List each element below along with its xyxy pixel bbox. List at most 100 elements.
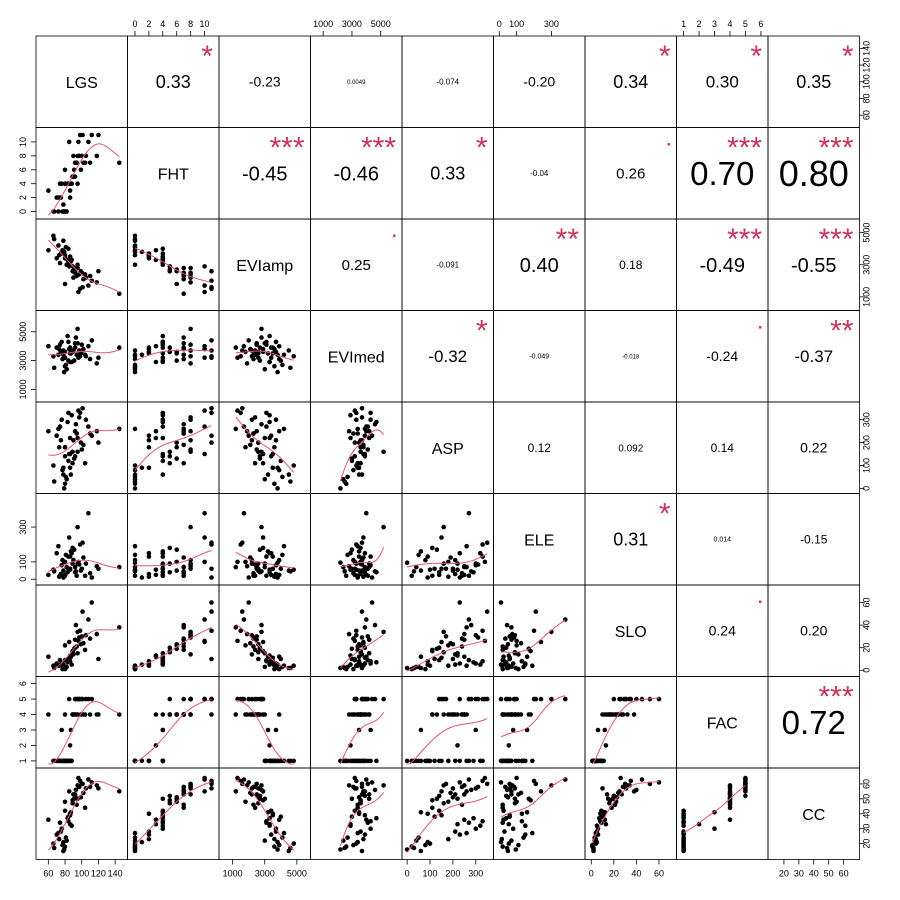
tick-label: 80 [60, 869, 70, 879]
data-point [174, 568, 179, 573]
data-point [727, 802, 733, 808]
data-point [533, 609, 539, 614]
data-point [358, 449, 363, 455]
data-point [259, 783, 264, 788]
data-point [430, 805, 435, 811]
data-point [117, 291, 122, 297]
data-point [452, 829, 458, 834]
data-point [174, 444, 179, 450]
tick-label: 3000 [18, 351, 28, 371]
data-point [602, 727, 608, 733]
data-point [82, 573, 88, 579]
data-point [174, 712, 179, 717]
smooth-line [591, 697, 660, 765]
data-point [188, 783, 193, 788]
data-point [54, 832, 59, 837]
data-point [362, 451, 368, 457]
smooth-line [500, 695, 566, 738]
data-point [473, 633, 479, 638]
data-point [503, 815, 509, 821]
data-point [538, 696, 544, 702]
tick-label: 300 [544, 19, 559, 29]
tick-label: 0 [18, 209, 28, 214]
data-point [510, 661, 516, 666]
data-point [416, 758, 421, 764]
data-point [72, 792, 78, 797]
data-point [260, 460, 266, 466]
data-point [209, 786, 214, 791]
data-point [349, 646, 355, 652]
data-point [160, 572, 166, 578]
data-point [506, 743, 512, 748]
data-point [538, 789, 544, 794]
data-point [291, 758, 297, 764]
data-point [418, 848, 424, 854]
axis-left-EVImed: 1000 3000 5000 [18, 322, 36, 399]
data-point [358, 545, 363, 551]
data-point [619, 712, 624, 717]
data-point [366, 651, 372, 656]
data-point [359, 696, 365, 702]
tick-label: 40 [862, 809, 872, 819]
variable-label-SLO: SLO [615, 624, 647, 641]
data-point [288, 365, 293, 371]
data-point [257, 358, 263, 363]
data-point [94, 563, 100, 569]
data-point [153, 712, 159, 717]
data-point [73, 335, 79, 340]
data-point [471, 570, 476, 575]
data-point [160, 808, 166, 814]
data-point [411, 569, 417, 574]
data-point [67, 188, 73, 193]
tick-label: 6 [174, 19, 179, 29]
data-point [356, 554, 362, 559]
data-point [160, 554, 166, 559]
data-point [188, 326, 193, 332]
data-point [342, 569, 348, 574]
data-point [61, 839, 66, 845]
data-point [153, 572, 159, 578]
data-point [484, 540, 490, 545]
data-point [132, 573, 138, 579]
data-point [160, 435, 166, 441]
smooth-line [339, 712, 385, 765]
data-point [181, 569, 186, 574]
data-point [430, 573, 435, 579]
data-point [361, 836, 366, 842]
data-point [188, 449, 193, 455]
data-point [153, 653, 159, 658]
data-point [267, 333, 272, 339]
scatter-EVIamp-vs-FHT [132, 233, 214, 297]
significance-stars: ** [556, 223, 580, 256]
data-point [623, 696, 629, 702]
data-point [56, 209, 61, 214]
data-point [209, 600, 214, 605]
data-point [345, 835, 350, 840]
data-point [264, 573, 269, 579]
data-point [81, 790, 86, 796]
data-point [153, 435, 159, 441]
data-point [80, 348, 85, 353]
data-point [466, 758, 472, 764]
data-point [268, 758, 274, 764]
data-point [425, 662, 431, 667]
data-point [83, 561, 89, 566]
data-point [87, 273, 93, 279]
data-point [209, 268, 214, 274]
scatter-CC-vs-FHT [132, 775, 214, 854]
data-point [160, 339, 166, 345]
data-point [439, 566, 444, 572]
tick-label: 5000 [862, 223, 872, 243]
data-point [86, 777, 91, 782]
data-point [51, 758, 57, 764]
data-point [174, 358, 179, 363]
data-point [681, 808, 686, 814]
data-point [356, 568, 362, 573]
data-point [46, 712, 51, 717]
smooth-line [235, 552, 294, 569]
data-point [358, 798, 363, 803]
data-point [62, 712, 68, 717]
smooth-line [48, 780, 120, 851]
data-point [80, 132, 85, 138]
data-point [498, 839, 504, 845]
